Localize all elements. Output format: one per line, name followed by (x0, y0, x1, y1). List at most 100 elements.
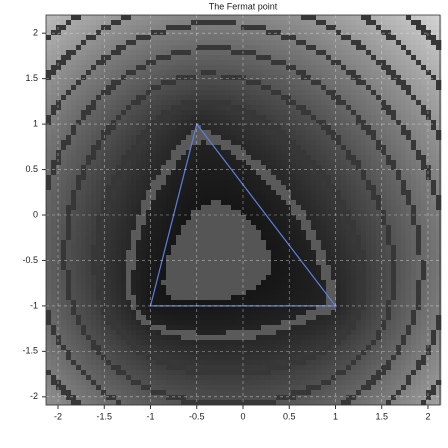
density-cell (166, 65, 172, 71)
density-cell (371, 125, 377, 131)
density-cell (416, 200, 422, 206)
density-cell (351, 310, 357, 316)
density-cell (246, 115, 252, 121)
density-cell (376, 270, 382, 276)
density-cell (246, 175, 252, 181)
density-cell (326, 150, 332, 156)
density-cell (66, 325, 72, 331)
density-cell (86, 120, 92, 126)
density-cell (391, 185, 397, 191)
density-cell (406, 100, 412, 106)
density-cell (226, 200, 232, 206)
density-cell (221, 305, 227, 311)
density-cell (101, 265, 107, 271)
density-cell (201, 100, 207, 106)
density-cell (351, 205, 357, 211)
density-cell (266, 315, 272, 321)
density-cell (131, 140, 137, 146)
density-cell (386, 35, 392, 41)
density-cell (51, 175, 57, 181)
density-cell (321, 30, 327, 36)
density-cell (106, 45, 112, 51)
density-cell (121, 15, 127, 21)
density-cell (86, 95, 92, 101)
density-cell (416, 250, 422, 256)
density-cell (271, 170, 277, 176)
density-cell (356, 300, 362, 306)
density-cell (206, 195, 212, 201)
density-cell (256, 100, 262, 106)
density-cell (181, 55, 187, 61)
density-cell (421, 80, 427, 86)
density-cell (426, 295, 432, 301)
density-cell (121, 185, 127, 191)
density-cell (106, 240, 112, 246)
density-cell (171, 200, 177, 206)
density-cell (221, 255, 227, 261)
density-cell (381, 35, 387, 41)
density-cell (76, 80, 82, 86)
density-cell (401, 120, 407, 126)
density-cell (321, 280, 327, 286)
density-cell (51, 215, 57, 221)
density-cell (136, 250, 142, 256)
density-cell (306, 45, 312, 51)
density-cell (136, 200, 142, 206)
density-cell (281, 275, 287, 281)
density-cell (316, 255, 322, 261)
density-cell (206, 305, 212, 311)
density-cell (216, 295, 222, 301)
density-cell (186, 90, 192, 96)
density-cell (321, 75, 327, 81)
density-cell (136, 45, 142, 51)
density-cell (421, 250, 427, 256)
density-cell (126, 230, 132, 236)
density-cell (146, 205, 152, 211)
density-cell (61, 180, 67, 186)
density-cell (201, 140, 207, 146)
density-cell (236, 30, 242, 36)
density-cell (291, 310, 297, 316)
density-cell (146, 270, 152, 276)
density-cell (206, 90, 212, 96)
density-cell (56, 90, 62, 96)
density-cell (156, 115, 162, 121)
density-cell (371, 45, 377, 51)
density-cell (106, 235, 112, 241)
density-cell (406, 315, 412, 321)
density-cell (126, 35, 132, 41)
density-cell (401, 170, 407, 176)
density-cell (416, 315, 422, 321)
density-cell (406, 320, 412, 326)
density-cell (426, 115, 432, 121)
density-cell (396, 25, 402, 31)
density-cell (266, 220, 272, 226)
density-cell (236, 305, 242, 311)
density-cell (176, 250, 182, 256)
density-cell (201, 15, 207, 21)
density-cell (361, 155, 367, 161)
density-cell (326, 35, 332, 41)
density-cell (371, 200, 377, 206)
density-cell (206, 190, 212, 196)
density-cell (306, 240, 312, 246)
density-cell (141, 235, 147, 241)
density-cell (71, 50, 77, 56)
density-cell (386, 80, 392, 86)
density-cell (61, 195, 67, 201)
density-cell (321, 175, 327, 181)
density-cell (101, 280, 107, 286)
density-cell (371, 20, 377, 26)
density-cell (181, 20, 187, 26)
density-cell (411, 150, 417, 156)
density-cell (241, 220, 247, 226)
density-cell (276, 165, 282, 171)
density-cell (326, 95, 332, 101)
density-cell (121, 310, 127, 316)
density-cell (236, 210, 242, 216)
density-cell (211, 230, 217, 236)
density-cell (331, 150, 337, 156)
density-cell (101, 90, 107, 96)
density-cell (46, 250, 52, 256)
density-cell (386, 265, 392, 271)
